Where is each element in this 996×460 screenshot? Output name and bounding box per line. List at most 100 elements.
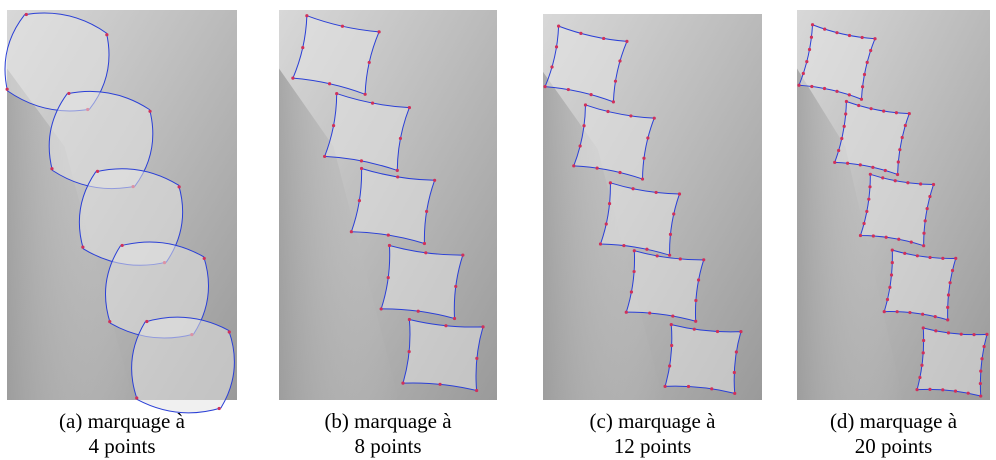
landmark-point <box>872 234 875 237</box>
panel <box>543 14 762 400</box>
landmark-point <box>897 160 900 163</box>
landmark-point <box>881 176 884 179</box>
landmark-point <box>335 92 338 95</box>
landmark-point <box>863 73 866 76</box>
landmark-point <box>922 326 925 329</box>
landmark-point <box>291 77 294 80</box>
landmark-point <box>979 382 982 385</box>
landmark-point <box>860 98 863 101</box>
landmark-point <box>387 233 390 236</box>
landmark-point <box>979 370 982 373</box>
landmark-point <box>894 179 897 182</box>
landmark-point <box>433 179 436 182</box>
landmark-point <box>884 169 887 172</box>
landmark-point <box>967 392 970 395</box>
landmark-point <box>739 330 742 333</box>
panels <box>5 10 990 413</box>
caption-line: 4 points <box>88 434 155 458</box>
vertebra-body <box>626 251 703 322</box>
landmark-point <box>845 100 848 103</box>
landmark-point <box>550 65 553 68</box>
landmark-point <box>408 106 411 109</box>
landmark-point <box>733 392 736 395</box>
landmark-point <box>926 207 929 210</box>
landmark-point <box>797 84 800 87</box>
landmark-point <box>928 256 931 259</box>
caption-line: (d) marquage à <box>830 409 958 433</box>
landmark-point <box>145 320 148 323</box>
landmark-point <box>371 101 374 104</box>
landmark-point <box>203 257 206 260</box>
landmark-point <box>687 385 690 388</box>
landmark-point <box>868 185 871 188</box>
landmark-point <box>653 117 656 120</box>
landmark-point <box>461 253 464 256</box>
landmark-point <box>305 14 308 17</box>
landmark-point <box>454 285 457 288</box>
landmark-point <box>618 59 621 62</box>
landmark-point <box>368 61 371 64</box>
landmark-point <box>669 233 672 236</box>
landmark-point <box>904 124 907 127</box>
landmark-point <box>81 246 84 249</box>
landmark-point <box>808 48 811 51</box>
landmark-point <box>916 254 919 257</box>
landmark-point <box>121 244 124 247</box>
landmark-point <box>475 389 478 392</box>
landmark-point <box>891 249 894 252</box>
landmark-point <box>948 281 951 284</box>
landmark-point <box>908 112 911 115</box>
landmark-point <box>982 345 985 348</box>
landmark-point <box>671 314 674 317</box>
landmark-point <box>444 324 447 327</box>
vertebra-body <box>403 319 483 390</box>
landmark-point <box>67 92 70 95</box>
vertebra-body <box>917 328 987 396</box>
landmark-point <box>979 394 982 397</box>
landmark-point <box>557 25 560 28</box>
panel <box>797 10 990 400</box>
landmark-point <box>332 124 335 127</box>
landmark-point <box>323 155 326 158</box>
landmark-point <box>579 144 582 147</box>
landmark-point <box>596 166 599 169</box>
landmark-point <box>805 60 808 63</box>
landmark-point <box>380 307 383 310</box>
landmark-point <box>716 330 719 333</box>
landmark-point <box>811 23 814 26</box>
landmark-point <box>846 162 849 165</box>
caption-line: 20 points <box>855 434 933 458</box>
landmark-point <box>886 298 889 301</box>
landmark-point <box>702 258 705 261</box>
landmark-point <box>579 32 582 35</box>
landmark-point <box>425 210 428 213</box>
landmark-point <box>108 320 111 323</box>
landmark-point <box>865 210 868 213</box>
caption-line: 12 points <box>614 434 692 458</box>
landmark-point <box>960 333 963 336</box>
landmark-point <box>555 45 558 48</box>
landmark-point <box>694 320 697 323</box>
panel <box>5 10 237 413</box>
landmark-point <box>609 181 612 184</box>
landmark-point <box>608 202 611 205</box>
landmark-point <box>918 376 921 379</box>
landmark-point <box>567 88 570 91</box>
landmark-point <box>631 187 634 190</box>
landmark-point <box>663 385 666 388</box>
landmark-point <box>50 167 53 170</box>
landmark-point <box>605 222 608 225</box>
landmark-point <box>844 112 847 115</box>
landmark-point <box>590 93 593 96</box>
landmark-point <box>733 371 736 374</box>
landmark-point <box>697 278 700 281</box>
landmark-point <box>606 110 609 113</box>
landmark-point <box>228 330 231 333</box>
landmark-point <box>396 169 399 172</box>
landmark-point <box>857 104 860 107</box>
landmark-point <box>735 350 738 353</box>
landmark-point <box>424 251 427 254</box>
landmark-point <box>328 82 331 85</box>
landmark-point <box>906 181 909 184</box>
landmark-point <box>625 40 628 43</box>
